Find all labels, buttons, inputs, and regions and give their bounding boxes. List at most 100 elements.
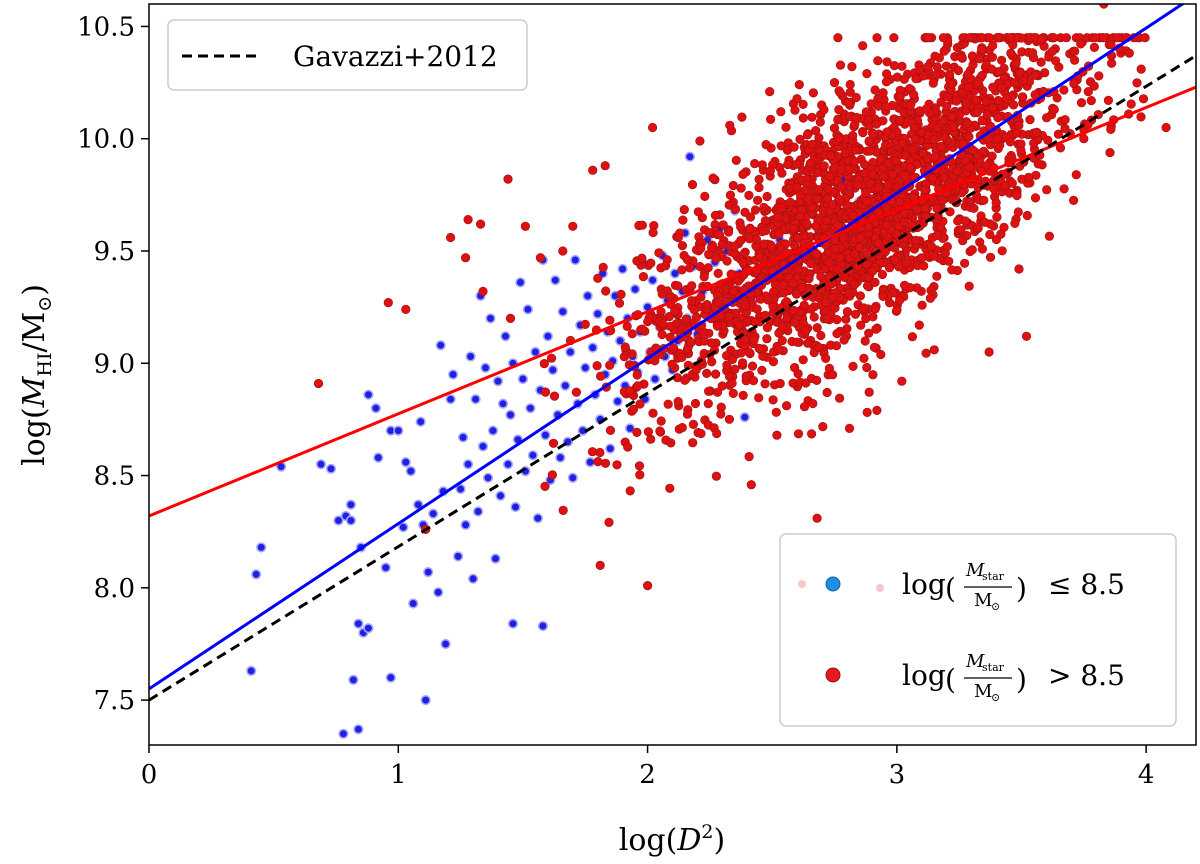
high-mass-point xyxy=(844,423,855,434)
high-mass-point xyxy=(704,228,714,238)
high-mass-point xyxy=(964,281,974,291)
high-mass-point xyxy=(643,316,653,327)
high-mass-point xyxy=(996,83,1007,93)
high-mass-point xyxy=(821,353,831,364)
high-mass-point xyxy=(750,205,761,215)
high-mass-point xyxy=(1021,331,1032,341)
high-mass-point xyxy=(827,292,838,303)
high-mass-point xyxy=(801,326,811,336)
high-mass-point xyxy=(836,182,847,192)
high-mass-point xyxy=(535,253,546,263)
low-mass-point xyxy=(510,501,521,513)
high-mass-point xyxy=(992,134,1003,144)
high-mass-point xyxy=(755,294,766,304)
low-mass-point xyxy=(325,463,337,474)
legend-high-den: M xyxy=(974,681,992,702)
legend-low-lparen: ( xyxy=(945,572,956,605)
high-mass-point xyxy=(899,217,910,227)
high-mass-point xyxy=(727,378,737,388)
high-mass-point xyxy=(774,229,784,239)
high-mass-point xyxy=(988,82,998,92)
high-mass-point xyxy=(736,222,746,232)
high-mass-point xyxy=(682,255,693,265)
high-mass-point xyxy=(948,122,959,132)
high-mass-point xyxy=(762,191,772,202)
high-mass-point xyxy=(638,272,649,282)
high-mass-point xyxy=(934,53,945,63)
y-axis-title-suffix: ) xyxy=(17,284,52,296)
high-mass-point xyxy=(616,289,626,300)
high-mass-point xyxy=(730,241,740,251)
high-mass-point xyxy=(313,378,324,389)
high-mass-point xyxy=(806,304,816,314)
low-mass-point xyxy=(470,394,481,405)
high-mass-point xyxy=(686,296,697,306)
x-tick-label: 0 xyxy=(141,760,158,790)
high-mass-point xyxy=(921,104,932,114)
high-mass-point xyxy=(882,220,892,230)
high-mass-point xyxy=(789,305,799,316)
high-mass-point xyxy=(665,483,675,493)
high-mass-point xyxy=(558,505,568,516)
high-mass-point xyxy=(794,79,804,90)
high-mass-point xyxy=(881,69,892,79)
high-mass-point xyxy=(1014,264,1024,274)
high-mass-point xyxy=(895,91,905,101)
high-mass-point xyxy=(937,195,948,205)
high-mass-point xyxy=(746,480,756,490)
high-mass-point xyxy=(792,159,802,169)
high-mass-point xyxy=(723,227,734,237)
low-mass-point xyxy=(495,490,506,501)
low-mass-point xyxy=(440,638,451,650)
high-mass-point xyxy=(973,223,983,233)
high-mass-point xyxy=(905,162,915,172)
high-mass-point xyxy=(851,112,862,122)
high-mass-point xyxy=(932,230,942,240)
high-mass-point xyxy=(843,98,853,108)
high-mass-point xyxy=(1069,78,1079,89)
high-mass-point xyxy=(702,300,712,310)
low-mass-point xyxy=(370,403,382,414)
high-mass-point xyxy=(1018,76,1028,86)
high-mass-point xyxy=(592,361,602,371)
high-mass-point xyxy=(728,180,738,191)
high-mass-point xyxy=(731,155,741,165)
high-mass-point xyxy=(765,86,775,97)
high-mass-point xyxy=(781,122,791,132)
high-mass-point xyxy=(830,244,840,254)
high-mass-point xyxy=(1042,185,1052,195)
high-mass-point xyxy=(546,353,557,363)
high-mass-point xyxy=(993,95,1003,106)
high-mass-point xyxy=(733,276,744,286)
high-mass-point xyxy=(939,115,949,126)
high-mass-point xyxy=(1089,81,1099,91)
high-mass-point xyxy=(894,295,905,305)
high-mass-point xyxy=(855,233,865,243)
high-mass-point xyxy=(1099,4,1109,9)
high-mass-point xyxy=(872,33,882,43)
high-mass-point xyxy=(977,44,987,55)
high-mass-point xyxy=(740,207,750,217)
high-mass-point xyxy=(656,416,666,426)
legend-mass: log ( M star M ⊙ ) ≤ 8.5 log ( M star M … xyxy=(779,533,1177,727)
high-mass-point xyxy=(987,151,997,161)
high-mass-point xyxy=(840,148,850,158)
low-mass-point xyxy=(415,416,426,427)
high-mass-point xyxy=(871,119,882,129)
high-mass-point xyxy=(695,136,705,146)
high-mass-point xyxy=(678,215,688,225)
high-mass-point xyxy=(873,56,883,66)
high-mass-point xyxy=(744,452,754,462)
high-mass-point xyxy=(932,214,942,224)
high-mass-point xyxy=(593,457,603,467)
high-mass-point xyxy=(839,335,849,345)
high-mass-point xyxy=(868,312,878,322)
low-mass-point xyxy=(428,508,439,519)
high-mass-point xyxy=(728,286,739,296)
high-mass-point xyxy=(900,208,910,218)
high-mass-point xyxy=(712,428,722,439)
high-mass-point xyxy=(861,196,872,206)
high-mass-point xyxy=(691,312,702,322)
high-mass-point xyxy=(859,159,870,170)
